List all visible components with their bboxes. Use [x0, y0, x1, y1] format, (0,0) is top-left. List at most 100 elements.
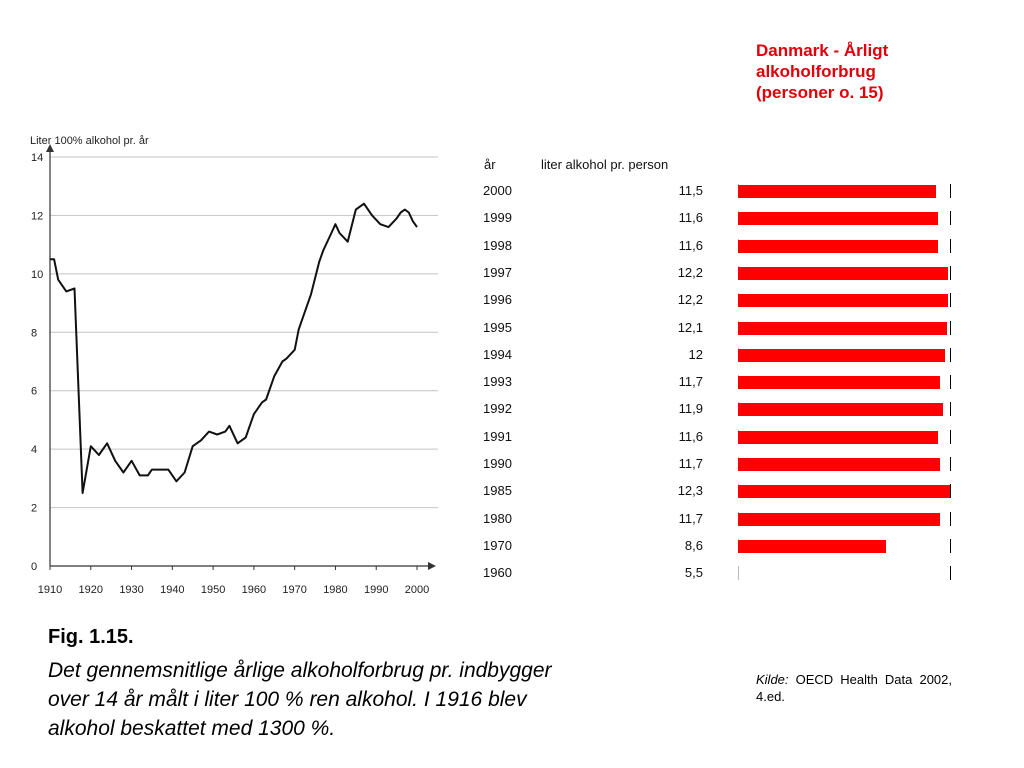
bar-baseline — [738, 566, 739, 581]
bar-max-marker — [950, 511, 951, 526]
x-tick-label: 1980 — [323, 584, 347, 596]
row-year: 1990 — [483, 456, 512, 471]
row-value: 11,7 — [678, 456, 703, 471]
bar-max-marker — [950, 429, 951, 444]
row-value: 12 — [688, 346, 703, 362]
row-value: 11,9 — [678, 401, 703, 417]
row-year: 1980 — [483, 510, 512, 526]
table-row: 1960 5,5 — [478, 560, 958, 587]
table-row: 1970 8,6 — [478, 533, 958, 560]
table-row: 1994 12 — [478, 342, 958, 369]
bar-max-marker — [950, 347, 951, 362]
x-tick-label: 1940 — [160, 584, 184, 596]
source-label: Kilde: — [756, 672, 789, 687]
value-bar — [738, 430, 938, 444]
row-value: 5,5 — [684, 565, 703, 581]
value-bar — [738, 348, 945, 362]
y-tick-label: 14 — [31, 152, 43, 164]
x-tick-label: 1990 — [364, 584, 388, 596]
bar-max-marker — [950, 402, 951, 417]
table-row: 1999 11,6 — [478, 205, 958, 232]
row-value: 12,3 — [677, 483, 703, 499]
row-year: 1997 — [483, 264, 512, 280]
row-year: 1999 — [483, 210, 512, 226]
value-bar — [738, 458, 940, 471]
column-header-liters: liter alkohol pr. person — [541, 157, 669, 172]
row-year: 1960 — [483, 565, 512, 581]
value-bar — [738, 266, 949, 280]
row-year: 1970 — [483, 537, 512, 553]
row-value: 11,6 — [678, 237, 703, 253]
y-axis-label: Liter 100% alkohol pr. år — [30, 135, 149, 147]
row-year: 1998 — [483, 237, 512, 253]
y-tick-label: 6 — [31, 386, 37, 398]
row-value: 8,6 — [684, 537, 703, 553]
row-value: 11,5 — [678, 183, 703, 198]
y-tick-label: 2 — [31, 503, 37, 515]
row-value: 12,2 — [677, 264, 703, 280]
table-row: 2000 11,5 — [478, 178, 958, 205]
source-text: OECD Health Data 2002, 4.ed. — [756, 672, 952, 704]
row-year: 1985 — [483, 483, 512, 499]
bar-max-marker — [950, 375, 951, 390]
value-bar — [738, 539, 887, 553]
table-row: 1995 12,1 — [478, 315, 958, 342]
x-tick-label: 2000 — [405, 584, 429, 596]
bar-max-marker — [950, 538, 951, 553]
row-year: 1994 — [483, 346, 512, 362]
row-year: 1995 — [483, 319, 512, 335]
y-tick-label: 12 — [31, 210, 43, 222]
value-bar — [738, 376, 940, 390]
value-bar — [738, 212, 938, 226]
x-tick-label: 1960 — [242, 584, 266, 596]
x-axis-arrow — [428, 562, 436, 570]
table-row: 1980 11,7 — [478, 506, 958, 533]
row-value: 12,2 — [677, 292, 703, 308]
y-axis-arrow — [46, 144, 54, 152]
bar-max-marker — [950, 484, 951, 499]
row-value: 12,1 — [677, 319, 703, 335]
table-row: 1991 11,6 — [478, 424, 958, 451]
figure-label: Fig. 1.15. — [48, 626, 134, 648]
value-bar — [738, 512, 940, 526]
bar-max-marker — [950, 566, 951, 581]
y-tick-label: 10 — [31, 269, 43, 281]
bar-max-marker — [950, 293, 951, 308]
row-year: 1996 — [483, 292, 512, 308]
row-year: 1991 — [483, 428, 512, 444]
row-year: 2000 — [483, 183, 512, 198]
row-value: 11,6 — [678, 428, 703, 444]
value-bar — [738, 239, 938, 253]
table-row: 1992 11,9 — [478, 396, 958, 423]
consumption-table: år liter alkohol pr. person 2000 11,5 1999… — [478, 150, 958, 590]
bar-max-marker — [950, 320, 951, 335]
x-tick-label: 1970 — [282, 584, 306, 596]
bar-max-marker — [950, 238, 951, 253]
column-header-year: år — [484, 157, 496, 172]
y-tick-label: 4 — [31, 444, 37, 456]
x-tick-label: 1920 — [79, 584, 103, 596]
table-row: 1990 11,7 — [478, 451, 958, 478]
value-bar — [738, 294, 949, 308]
table-row: 1996 12,2 — [478, 287, 958, 314]
bar-max-marker — [950, 457, 951, 471]
value-bar — [738, 185, 937, 198]
x-tick-label: 1950 — [201, 584, 225, 596]
table-row: 1985 12,3 — [478, 478, 958, 505]
table-title: Danmark - Årligt alkoholforbrug (persone… — [756, 41, 889, 102]
table-row: 1997 12,2 — [478, 260, 958, 287]
y-tick-label: 8 — [31, 327, 37, 339]
bar-max-marker — [950, 211, 951, 226]
bar-max-marker — [950, 265, 951, 280]
bar-max-marker — [950, 184, 951, 198]
row-value: 11,7 — [678, 510, 703, 526]
figure-caption: Det gennemsnitlige årlige alkoholforbrug… — [48, 659, 552, 740]
row-year: 1993 — [483, 374, 512, 390]
row-value: 11,6 — [678, 210, 703, 226]
series-line — [50, 202, 418, 494]
row-value: 11,7 — [678, 374, 703, 390]
table-row: 1993 11,7 — [478, 369, 958, 396]
x-tick-label: 1930 — [119, 584, 143, 596]
source-note: Kilde: OECD Health Data 2002, 4.ed. — [756, 671, 952, 705]
x-tick-label: 1910 — [38, 584, 62, 596]
